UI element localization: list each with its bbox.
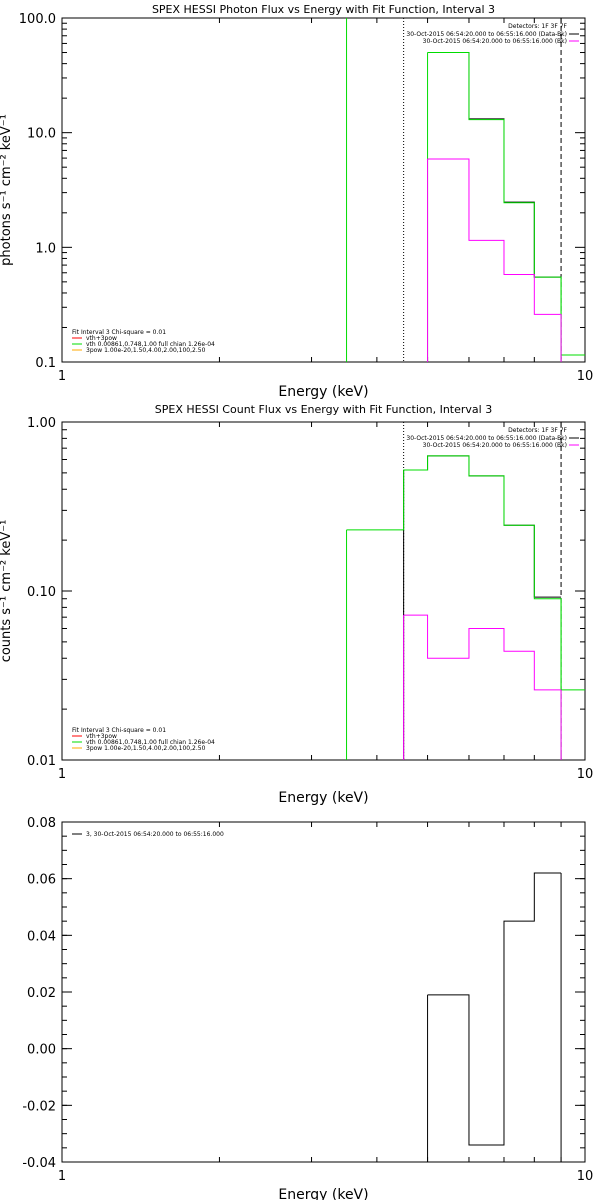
series-histogram-line bbox=[427, 158, 562, 315]
series-1 bbox=[427, 52, 562, 278]
y-tick-label: 100.0 bbox=[19, 12, 56, 27]
plot-frame bbox=[61, 17, 586, 363]
legend-entry-text: 30-Oct-2015 06:54:20.000 to 06:55:16.000… bbox=[423, 38, 567, 45]
series-histogram-line bbox=[346, 455, 585, 691]
series-1 bbox=[403, 455, 562, 760]
chart-panel-1: SPEX HESSI Photon Flux vs Energy with Fi… bbox=[0, 3, 593, 400]
x-axis-label: Energy (keV) bbox=[278, 384, 368, 400]
plot-frame bbox=[61, 821, 586, 1163]
x-tick-label: 10 bbox=[577, 767, 594, 782]
legend-entry-text: 3pow 1.00e-20,1.50,4.00,2.00,100,2.50 bbox=[86, 745, 206, 752]
y-tick-label: 1.0 bbox=[35, 241, 56, 256]
legend-entry-text: 30-Oct-2015 06:54:20.000 to 06:55:16.000… bbox=[406, 31, 567, 38]
y-tick-label: 0.01 bbox=[27, 754, 56, 769]
y-tick-label: -0.02 bbox=[22, 1099, 56, 1114]
legend-entry-text: vth 0.00861,0.748,1.00 full chian 1.26e-… bbox=[86, 739, 215, 746]
chart-title: SPEX HESSI Count Flux vs Energy with Fit… bbox=[155, 403, 492, 416]
chart-panel-2: SPEX HESSI Count Flux vs Energy with Fit… bbox=[0, 403, 593, 806]
legend-header: Detectors: 1F 3F 7F bbox=[508, 427, 567, 434]
series-3 bbox=[403, 614, 562, 760]
x-tick-label: 1 bbox=[58, 767, 66, 782]
x-axis-label: Energy (keV) bbox=[278, 790, 368, 806]
chart-panel-3: 1 10 Energy (keV) -0.04 -0.02 0.00 0.02 0.04 0.0… bbox=[22, 816, 594, 1203]
series-histogram-line bbox=[403, 614, 562, 691]
series-3 bbox=[427, 158, 562, 362]
y-tick-label: 0.08 bbox=[27, 816, 56, 831]
y-tick-label: 0.06 bbox=[27, 873, 56, 888]
y-axis-label: photons s⁻¹ cm⁻² keV⁻¹ bbox=[0, 114, 14, 266]
legend-entry-text: vth+3pow bbox=[86, 335, 117, 342]
y-tick-label: 0.04 bbox=[27, 929, 56, 944]
y-tick-label: 0.00 bbox=[27, 1043, 56, 1058]
legend-top-left: 3, 30-Oct-2015 06:54:20.000 to 06:55:16.… bbox=[72, 831, 224, 838]
y-tick-label: -0.04 bbox=[22, 1156, 56, 1171]
legend-header: Fit Interval 3 Chi-square = 0.01 bbox=[72, 329, 166, 336]
x-tick-label: 1 bbox=[58, 1169, 66, 1184]
series-1 bbox=[427, 872, 562, 1162]
legend-entry-text: 3, 30-Oct-2015 06:54:20.000 to 06:55:16.… bbox=[86, 831, 224, 838]
y-tick-label: 0.02 bbox=[27, 986, 56, 1001]
legend-bottom-left: Fit Interval 3 Chi-square = 0.01vth+3pow… bbox=[72, 329, 215, 354]
x-tick-label: 1 bbox=[58, 369, 66, 384]
plot-frame bbox=[61, 421, 586, 761]
legend-entry-text: 30-Oct-2015 06:54:20.000 to 06:55:16.000… bbox=[406, 435, 567, 442]
series-2 bbox=[346, 18, 585, 362]
legend-bottom-left: Fit Interval 3 Chi-square = 0.01vth+3pow… bbox=[72, 727, 215, 752]
x-tick-label: 10 bbox=[577, 1169, 594, 1184]
y-tick-label: 0.10 bbox=[27, 585, 56, 600]
series-histogram-line bbox=[427, 872, 562, 1146]
chart-title: SPEX HESSI Photon Flux vs Energy with Fi… bbox=[152, 3, 495, 16]
y-tick-label: 10.0 bbox=[27, 127, 56, 142]
series-histogram-line bbox=[403, 455, 562, 598]
legend-entry-text: vth 0.00861,0.748,1.00 full chian 1.26e-… bbox=[86, 341, 215, 348]
series-histogram-line bbox=[427, 52, 562, 278]
y-tick-label: 1.00 bbox=[27, 416, 56, 431]
y-axis-label: counts s⁻¹ cm⁻² keV⁻¹ bbox=[0, 520, 14, 663]
legend-entry-text: 3pow 1.00e-20,1.50,4.00,2.00,100,2.50 bbox=[86, 347, 206, 354]
series-2 bbox=[346, 455, 585, 760]
legend-header: Detectors: 1F 3F 7F bbox=[508, 23, 567, 30]
legend-header: Fit Interval 3 Chi-square = 0.01 bbox=[72, 727, 166, 734]
legend-entry-text: 30-Oct-2015 06:54:20.000 to 06:55:16.000… bbox=[423, 442, 567, 449]
legend-entry-text: vth+3pow bbox=[86, 733, 117, 740]
x-axis-label: Energy (keV) bbox=[278, 1187, 368, 1200]
x-tick-label: 10 bbox=[577, 369, 594, 384]
y-tick-label: 0.1 bbox=[35, 356, 56, 371]
